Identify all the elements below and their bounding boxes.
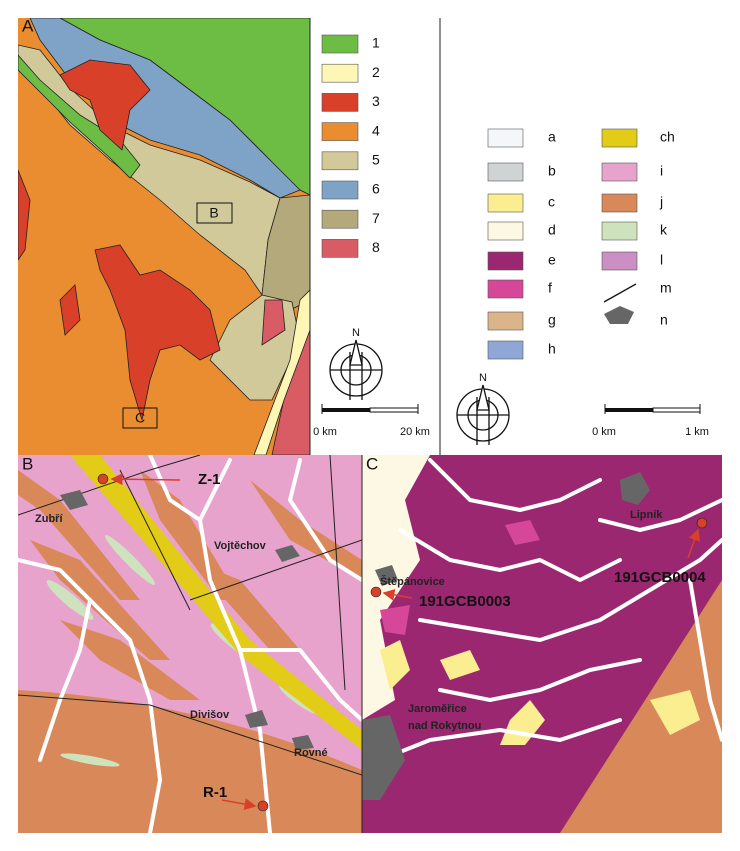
legend-label: 6 xyxy=(372,181,380,197)
inset-label: B xyxy=(209,205,218,221)
legend-swatch xyxy=(487,340,524,360)
place-label: Vojtěchov xyxy=(214,540,267,552)
north: N xyxy=(352,327,360,339)
legend-swatch xyxy=(487,193,524,213)
sample-point xyxy=(257,800,269,812)
legend-swatch xyxy=(321,151,359,171)
legend-swatch xyxy=(321,239,359,258)
legend-swatch xyxy=(601,193,638,213)
sample-point xyxy=(370,586,382,598)
legend-label: c xyxy=(548,194,555,210)
legend-swatch xyxy=(487,162,524,182)
legend-label: l xyxy=(660,252,663,268)
panel-label: A xyxy=(22,16,34,35)
legend-swatch xyxy=(487,128,524,148)
map-c xyxy=(362,455,722,833)
legend-label: m xyxy=(660,280,672,296)
scale-label: 0 km xyxy=(313,426,337,438)
scale-label: 0 km xyxy=(592,426,616,438)
legend-swatch xyxy=(321,209,359,229)
legend-swatch xyxy=(487,279,524,299)
place-label: Zubří xyxy=(35,513,63,525)
legend-label: 8 xyxy=(372,239,380,255)
legend-label: h xyxy=(548,341,556,357)
scale-bar xyxy=(604,404,701,414)
legend-label: 4 xyxy=(372,122,380,138)
sample-label: 191GCB0003 xyxy=(419,593,511,610)
legend-label: 1 xyxy=(372,35,380,51)
legend-symbol xyxy=(603,283,637,303)
legend-swatch xyxy=(321,34,359,54)
sample-point xyxy=(97,473,109,485)
place-label: Jaroměřice xyxy=(408,703,467,715)
place-label: Lipník xyxy=(630,509,663,521)
scale-label: 20 km xyxy=(400,426,430,438)
legend-swatch xyxy=(321,180,359,200)
sample-label: 191GCB0004 xyxy=(614,569,706,586)
legend-swatch xyxy=(487,221,524,241)
legend-label: j xyxy=(659,194,663,210)
legend-swatch xyxy=(487,311,524,331)
legend-label: ch xyxy=(660,129,675,145)
place-label: nad Rokytnou xyxy=(408,720,481,732)
legend-swatch xyxy=(601,221,638,241)
legend-label: 5 xyxy=(372,152,380,168)
legend-label: b xyxy=(548,163,556,179)
scale-label: 1 km xyxy=(685,426,709,438)
legend-label: 7 xyxy=(372,210,380,226)
legend-label: i xyxy=(660,163,663,179)
compass xyxy=(329,339,383,400)
sample-label: R-1 xyxy=(203,784,227,801)
legend-label: k xyxy=(660,222,668,238)
legend-label: g xyxy=(548,312,556,328)
place-label: Divišov xyxy=(190,709,230,721)
map-b xyxy=(18,455,362,833)
north: N xyxy=(479,372,487,384)
sample-label: Z-1 xyxy=(198,471,221,488)
legend-label: f xyxy=(548,280,552,296)
sample-point xyxy=(696,517,708,529)
legend-label: 2 xyxy=(372,64,380,80)
legend-swatch xyxy=(321,122,359,141)
legend-label: n xyxy=(660,312,668,328)
panel-label: C xyxy=(366,454,378,473)
legend-swatch xyxy=(601,128,638,148)
legend-swatch xyxy=(601,251,638,271)
legend-swatch xyxy=(601,162,638,182)
legend-label: 3 xyxy=(372,93,380,109)
inset-label: C xyxy=(135,410,145,426)
legend-swatch xyxy=(487,251,524,271)
legend-label: e xyxy=(548,252,556,268)
panel-label: B xyxy=(22,454,33,473)
legend-symbol xyxy=(604,306,634,324)
place-label: Rovné xyxy=(294,747,328,759)
compass xyxy=(456,384,510,445)
scale-bar xyxy=(321,404,419,414)
place-label: Štěpánovice xyxy=(380,575,445,588)
legend-swatch xyxy=(321,63,359,83)
legend-label: a xyxy=(548,129,556,145)
legend-swatch xyxy=(321,93,359,112)
legend-label: d xyxy=(548,222,556,238)
map-a xyxy=(18,18,310,455)
